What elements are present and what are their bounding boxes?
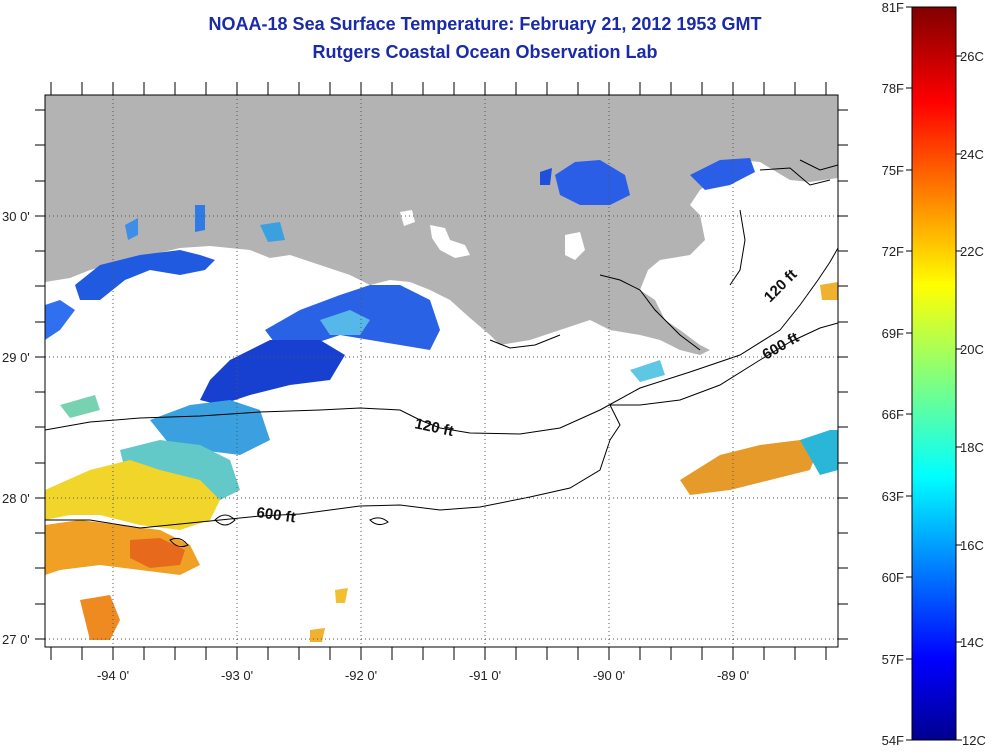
colorbar-f-57: 57F <box>882 652 904 667</box>
inland-water-2 <box>400 210 415 226</box>
map-title: NOAA-18 Sea Surface Temperature: Februar… <box>208 14 762 34</box>
inland-water <box>565 232 585 260</box>
colorbar-c-20: 20C <box>960 342 984 357</box>
lon-label-94: -94 0' <box>97 668 129 683</box>
map-subtitle: Rutgers Coastal Ocean Observation Lab <box>312 42 658 62</box>
map-ticks <box>35 82 848 660</box>
lake-pontchartrain <box>430 225 470 258</box>
colorbar-gradient <box>911 6 957 741</box>
lon-label-93: -93 0' <box>221 668 253 683</box>
graticule <box>45 95 838 647</box>
colorbar-c-24: 24C <box>960 147 984 162</box>
colorbar-c-14: 14C <box>960 635 984 650</box>
map-frame <box>44 94 839 648</box>
lat-label-27: 27 0' <box>2 632 30 647</box>
lon-label-92: -92 0' <box>345 668 377 683</box>
colorbar-f-69: 69F <box>882 326 904 341</box>
colorbar-f-60: 60F <box>882 570 904 585</box>
colorbar-f-63: 63F <box>882 489 904 504</box>
bathymetry-contours <box>45 159 838 548</box>
colorbar-c-12: 12C <box>962 733 986 748</box>
colorbar-f-66: 66F <box>882 407 904 422</box>
colorbar-ticks <box>906 6 962 741</box>
colorbar-f-81: 81F <box>882 0 904 15</box>
sst-data-layer <box>45 158 838 642</box>
colorbar-c-26: 26C <box>960 49 984 64</box>
map-panel: 120 ft 120 ft 600 ft 600 ft 30 0' 29 0' … <box>2 82 848 683</box>
contour-120ft <box>45 247 838 435</box>
colorbar-c-18: 18C <box>960 440 984 455</box>
lat-label-29: 29 0' <box>2 350 30 365</box>
lon-label-91: -91 0' <box>469 668 501 683</box>
contour-label-600ft-a: 600 ft <box>255 504 296 526</box>
lon-label-90: -90 0' <box>593 668 625 683</box>
colorbar-c-16: 16C <box>960 538 984 553</box>
colorbar-f-75: 75F <box>882 163 904 178</box>
colorbar-c-22: 22C <box>960 244 984 259</box>
colorbar: 81F 78F 75F 72F 69F 66F 63F 60F 57F 54F … <box>882 0 986 748</box>
contour-600ft <box>45 322 838 529</box>
colorbar-f-54: 54F <box>882 733 904 748</box>
lon-label-89: -89 0' <box>717 668 749 683</box>
lat-label-28: 28 0' <box>2 491 30 506</box>
lat-label-30: 30 0' <box>2 209 30 224</box>
colorbar-f-72: 72F <box>882 244 904 259</box>
colorbar-f-78: 78F <box>882 81 904 96</box>
